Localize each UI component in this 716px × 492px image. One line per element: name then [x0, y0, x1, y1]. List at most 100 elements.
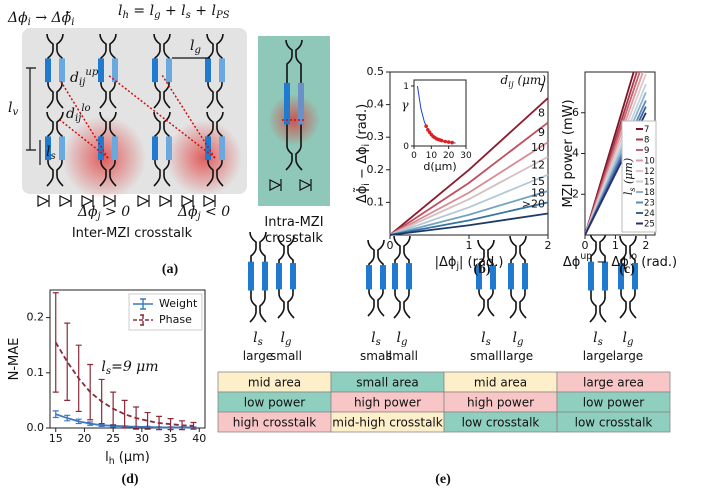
line-label: 9 — [538, 126, 545, 139]
x-tick-label: 1 — [612, 239, 619, 252]
legend-entry: 24 — [644, 209, 655, 219]
legend-entry: 8 — [644, 135, 649, 145]
ls-size: large — [243, 349, 273, 363]
line-label: 10 — [531, 141, 545, 154]
x-tick-label: 0 — [411, 151, 417, 161]
x-axis-label: Δϕup − Δϕlo (rad.) — [563, 251, 677, 270]
phase-shifter — [45, 58, 51, 82]
phase-shifter — [112, 136, 118, 160]
phase-shifter — [166, 58, 172, 82]
figure: Δϕi → Δϕ̃i lh = lg + ls + lPS lg lv diju… — [0, 0, 716, 492]
phase-shifter — [205, 58, 211, 82]
marker — [450, 141, 454, 145]
phase-shifter — [298, 83, 304, 125]
lg-size: small — [270, 349, 302, 363]
legend-entry: 7 — [644, 125, 649, 135]
phase-shifter — [219, 136, 225, 160]
y-tick-label: 0.5 — [367, 65, 385, 78]
cell-text: mid area — [474, 375, 527, 389]
cell-text: low power — [244, 395, 305, 409]
phase-shifter — [522, 263, 528, 289]
phase-shifter — [59, 136, 65, 160]
legend-entry: 15 — [644, 177, 655, 187]
x-axis-label: |Δϕj| (rad.) — [435, 255, 504, 272]
x-tick-label: 20 — [77, 432, 91, 445]
phase-shifter — [152, 58, 158, 82]
phase-shifter — [166, 136, 172, 160]
detector — [160, 195, 171, 207]
y-axis-label: N-MAE — [7, 338, 22, 381]
cell-text: mid area — [248, 375, 301, 389]
phase-shifter — [98, 58, 104, 82]
phase-shifter — [276, 263, 282, 289]
cell-text: small area — [356, 375, 419, 389]
positive-label: Δϕj > 0 — [77, 204, 130, 222]
phase-shifter — [98, 136, 104, 160]
ls-size: small — [470, 349, 502, 363]
ls-size: large — [583, 349, 613, 363]
phase-shifter — [205, 136, 211, 160]
lv-label: lv — [8, 100, 18, 118]
y-tick-label: 0.2 — [27, 311, 45, 324]
y-tick-label: 0.1 — [27, 366, 45, 379]
y-tick-label: 0.0 — [27, 421, 45, 434]
x-tick-label: 25 — [106, 432, 120, 445]
ls-label: ls — [371, 330, 381, 348]
x-axis-label: lh (μm) — [105, 450, 150, 467]
legend-entry: 18 — [644, 188, 655, 198]
legend-entry: Phase — [159, 313, 192, 326]
marker — [424, 124, 428, 128]
y-axis-label: γ — [401, 98, 409, 112]
line-label: 12 — [531, 159, 545, 172]
phase-shifter — [508, 263, 514, 289]
detector — [138, 195, 149, 207]
phase-shifter — [284, 83, 290, 125]
x-tick-label: 2 — [545, 239, 552, 252]
y-tick-label: 0 — [403, 142, 409, 152]
x-tick-label: 15 — [49, 432, 63, 445]
y-axis-label: Δϕ̃i − Δϕi (rad.) — [353, 104, 371, 203]
phase-shifter — [290, 263, 296, 289]
lg-label: lg — [623, 330, 634, 348]
x-axis-label: d(μm) — [423, 160, 456, 173]
cell-text: large area — [583, 375, 644, 389]
ls-label: ls — [481, 330, 491, 348]
marker — [440, 139, 444, 143]
panel-label: (d) — [121, 472, 138, 487]
marker — [447, 140, 451, 144]
intra-label: Intra-MZI — [264, 215, 323, 230]
cell-text: mid-high crosstalk — [332, 415, 442, 429]
phase-shifter — [366, 265, 372, 289]
x-tick-label: 35 — [164, 432, 178, 445]
detector — [60, 195, 71, 207]
negative-label: Δϕj < 0 — [177, 204, 230, 222]
phase-shifter — [59, 58, 65, 82]
phase-shifter — [248, 262, 254, 291]
ls-label: ls — [593, 330, 603, 348]
phase-shifter — [392, 263, 398, 289]
phase-shifter — [152, 136, 158, 160]
cell-text: low crosstalk — [462, 415, 540, 429]
y-tick-label: 1 — [403, 82, 409, 92]
lg-label: lg — [513, 330, 524, 348]
phase-shifter — [380, 265, 386, 289]
panel-label: (e) — [435, 472, 451, 487]
x-tick-label: 2 — [642, 239, 649, 252]
lg-size: large — [503, 349, 533, 363]
phase-shifter — [219, 58, 225, 82]
lh-formula: lh = lg + ls + lPS — [118, 3, 230, 21]
cell-text: low power — [583, 395, 644, 409]
x-tick-label: 1 — [466, 239, 473, 252]
phase-shifter — [406, 263, 412, 289]
legend-entry: Weight — [159, 297, 198, 310]
x-tick-label: 0 — [387, 239, 394, 252]
intra-label: crosstalk — [265, 231, 323, 246]
x-tick-label: 30 — [135, 432, 149, 445]
cell-text: high power — [467, 395, 534, 409]
legend-entry: 12 — [644, 167, 655, 177]
lg-size: small — [386, 349, 418, 363]
line-label: >20 — [522, 197, 545, 210]
lg-label: lg — [281, 330, 292, 348]
panel-label: (a) — [162, 262, 179, 277]
cell-text: low crosstalk — [575, 415, 653, 429]
